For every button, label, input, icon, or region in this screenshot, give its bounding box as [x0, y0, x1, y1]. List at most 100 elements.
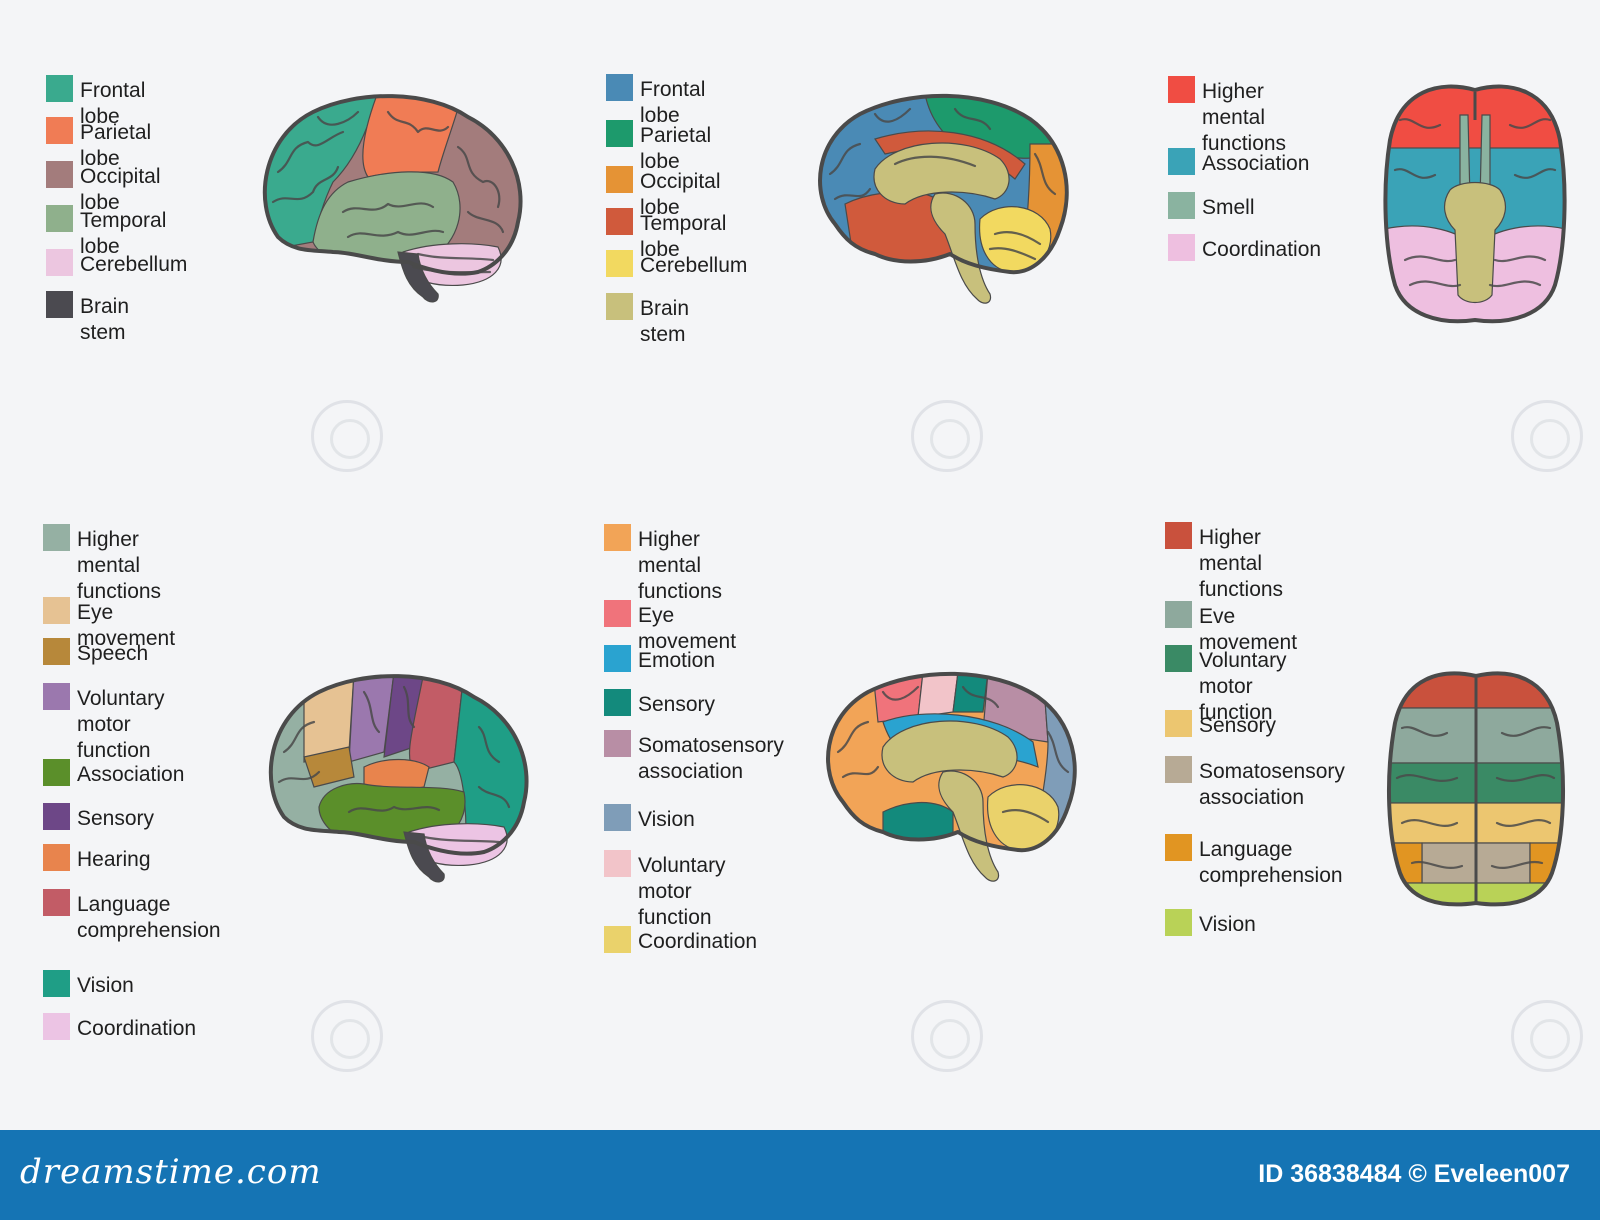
- legend-label: Higher mental functions: [1199, 526, 1284, 601]
- legend-label: Speech: [77, 642, 149, 665]
- legend-item: Higher mental functions: [43, 524, 162, 605]
- legend-item: Parietal lobe: [606, 120, 712, 175]
- legend-item: Coordination: [43, 1013, 197, 1042]
- legend-swatch: [604, 730, 631, 757]
- watermark-ring: [911, 1000, 983, 1072]
- legend-label: Temporal lobe: [80, 209, 167, 258]
- legend-swatch: [43, 803, 70, 830]
- legend-label: Somatosensory association: [1199, 760, 1345, 809]
- gyri-lines: [1395, 726, 1556, 869]
- watermark-ring: [1511, 400, 1583, 472]
- legend-swatch: [604, 689, 631, 716]
- region-brain-stem: [930, 192, 992, 304]
- legend-item: Voluntary motor function: [43, 683, 165, 764]
- legend-swatch: [606, 208, 633, 235]
- legend-swatch: [604, 600, 631, 627]
- legend-label: Voluntary motor function: [638, 854, 726, 929]
- legend-label: Parietal lobe: [640, 124, 712, 173]
- legend-label: Brain stem: [640, 297, 690, 346]
- legend-label: Occipital lobe: [640, 170, 721, 219]
- legend-swatch: [604, 524, 631, 551]
- region-sensory: [952, 673, 989, 713]
- legend-label: Coordination: [638, 930, 758, 953]
- legend-swatch: [1168, 76, 1195, 103]
- legend-item: Voluntary motor function: [1165, 645, 1287, 726]
- legend-swatch: [1165, 834, 1192, 861]
- legend-item: Frontal lobe: [46, 75, 145, 130]
- legend-item: Temporal lobe: [46, 205, 167, 260]
- legend-item: Language comprehension: [1165, 834, 1343, 889]
- legend-item: Association: [1168, 148, 1309, 177]
- region-voluntary-motor: [917, 673, 959, 718]
- legend-item: Smell: [1168, 192, 1255, 221]
- legend-item: Parietal lobe: [46, 117, 152, 172]
- legend-item: Sensory: [1165, 710, 1277, 739]
- watermark-ring: [1511, 1000, 1583, 1072]
- legend-item: Vision: [43, 970, 134, 999]
- legend-label: Higher mental functions: [638, 528, 723, 603]
- legend-label: Eye movement: [77, 601, 176, 650]
- legend-item: Coordination: [604, 926, 758, 955]
- legend-label: Vision: [77, 974, 134, 997]
- watermark-ring: [911, 400, 983, 472]
- legend-item: Speech: [43, 638, 149, 667]
- brain-inferior-illustration: [1383, 84, 1567, 324]
- legend-item: Temporal lobe: [606, 208, 726, 263]
- legend-label: Occipital lobe: [80, 165, 161, 214]
- legend-swatch: [1165, 601, 1192, 628]
- legend-label: Coordination: [77, 1017, 197, 1040]
- legend-label: Cerebellum: [640, 254, 748, 277]
- brain-lateral-lobes-illustration: [262, 94, 523, 303]
- legend-label: Higher mental functions: [1202, 80, 1287, 155]
- legend-item: Voluntary motor function: [604, 850, 726, 931]
- brain-sagittal-lobes-illustration: [818, 93, 1069, 304]
- legend-item: Occipital lobe: [46, 161, 161, 216]
- legend-item: Eye movement: [604, 600, 736, 655]
- legend-swatch: [43, 638, 70, 665]
- legend-swatch: [1165, 522, 1192, 549]
- footer-bar: dreamstime.com ID 36838484 © Eveleen007: [0, 1130, 1600, 1220]
- legend-item: Hearing: [43, 844, 151, 873]
- legend-label: Voluntary motor function: [1199, 649, 1287, 724]
- legend-swatch: [604, 645, 631, 672]
- legend-swatch: [604, 850, 631, 877]
- legend-swatch: [1168, 148, 1195, 175]
- region-brain-stem: [397, 251, 439, 303]
- legend-item: Language comprehension: [43, 889, 221, 944]
- legend-label: Parietal lobe: [80, 121, 152, 170]
- region-stem: [1443, 181, 1507, 304]
- brain-outline: [1383, 84, 1567, 324]
- legend-swatch: [606, 166, 633, 193]
- legend-item: Higher mental functions: [1168, 76, 1287, 157]
- legend-item: Brain stem: [46, 291, 130, 346]
- legend-item: Sensory: [604, 689, 715, 718]
- legend-item: Eye movement: [43, 597, 176, 652]
- legend-swatch: [43, 844, 70, 871]
- legend-swatch: [606, 120, 633, 147]
- image-credit: ID 36838484 © Eveleen007: [1258, 1160, 1570, 1188]
- legend-label: Sensory: [77, 807, 155, 830]
- legend-label: Brain stem: [80, 295, 130, 344]
- legend-swatch: [43, 683, 70, 710]
- legend-item: Sensory: [43, 803, 155, 832]
- legend-swatch: [606, 250, 633, 277]
- legend-item: Frontal lobe: [606, 74, 706, 129]
- legend-label: Somatosensory association: [638, 734, 784, 783]
- region-corpus: [881, 720, 1018, 783]
- legend-label: Language comprehension: [77, 893, 221, 942]
- legend-item: Vision: [604, 804, 695, 833]
- brain-outline: [818, 93, 1069, 275]
- legend-swatch: [46, 249, 73, 276]
- legend-label: Higher mental functions: [77, 528, 162, 603]
- region-brain-stem: [403, 831, 445, 883]
- legend-item: Emotion: [604, 645, 715, 674]
- legend-label: Frontal lobe: [640, 78, 706, 127]
- legend-label: Smell: [1202, 196, 1255, 219]
- brand-logo-text: dreamstime.com: [20, 1152, 322, 1192]
- legend-swatch: [1165, 756, 1192, 783]
- legend-swatch: [1168, 192, 1195, 219]
- legend-item: Occipital lobe: [606, 166, 721, 221]
- legend-swatch: [1165, 909, 1192, 936]
- legend-label: Sensory: [1199, 714, 1277, 737]
- legend-item: Brain stem: [606, 293, 690, 348]
